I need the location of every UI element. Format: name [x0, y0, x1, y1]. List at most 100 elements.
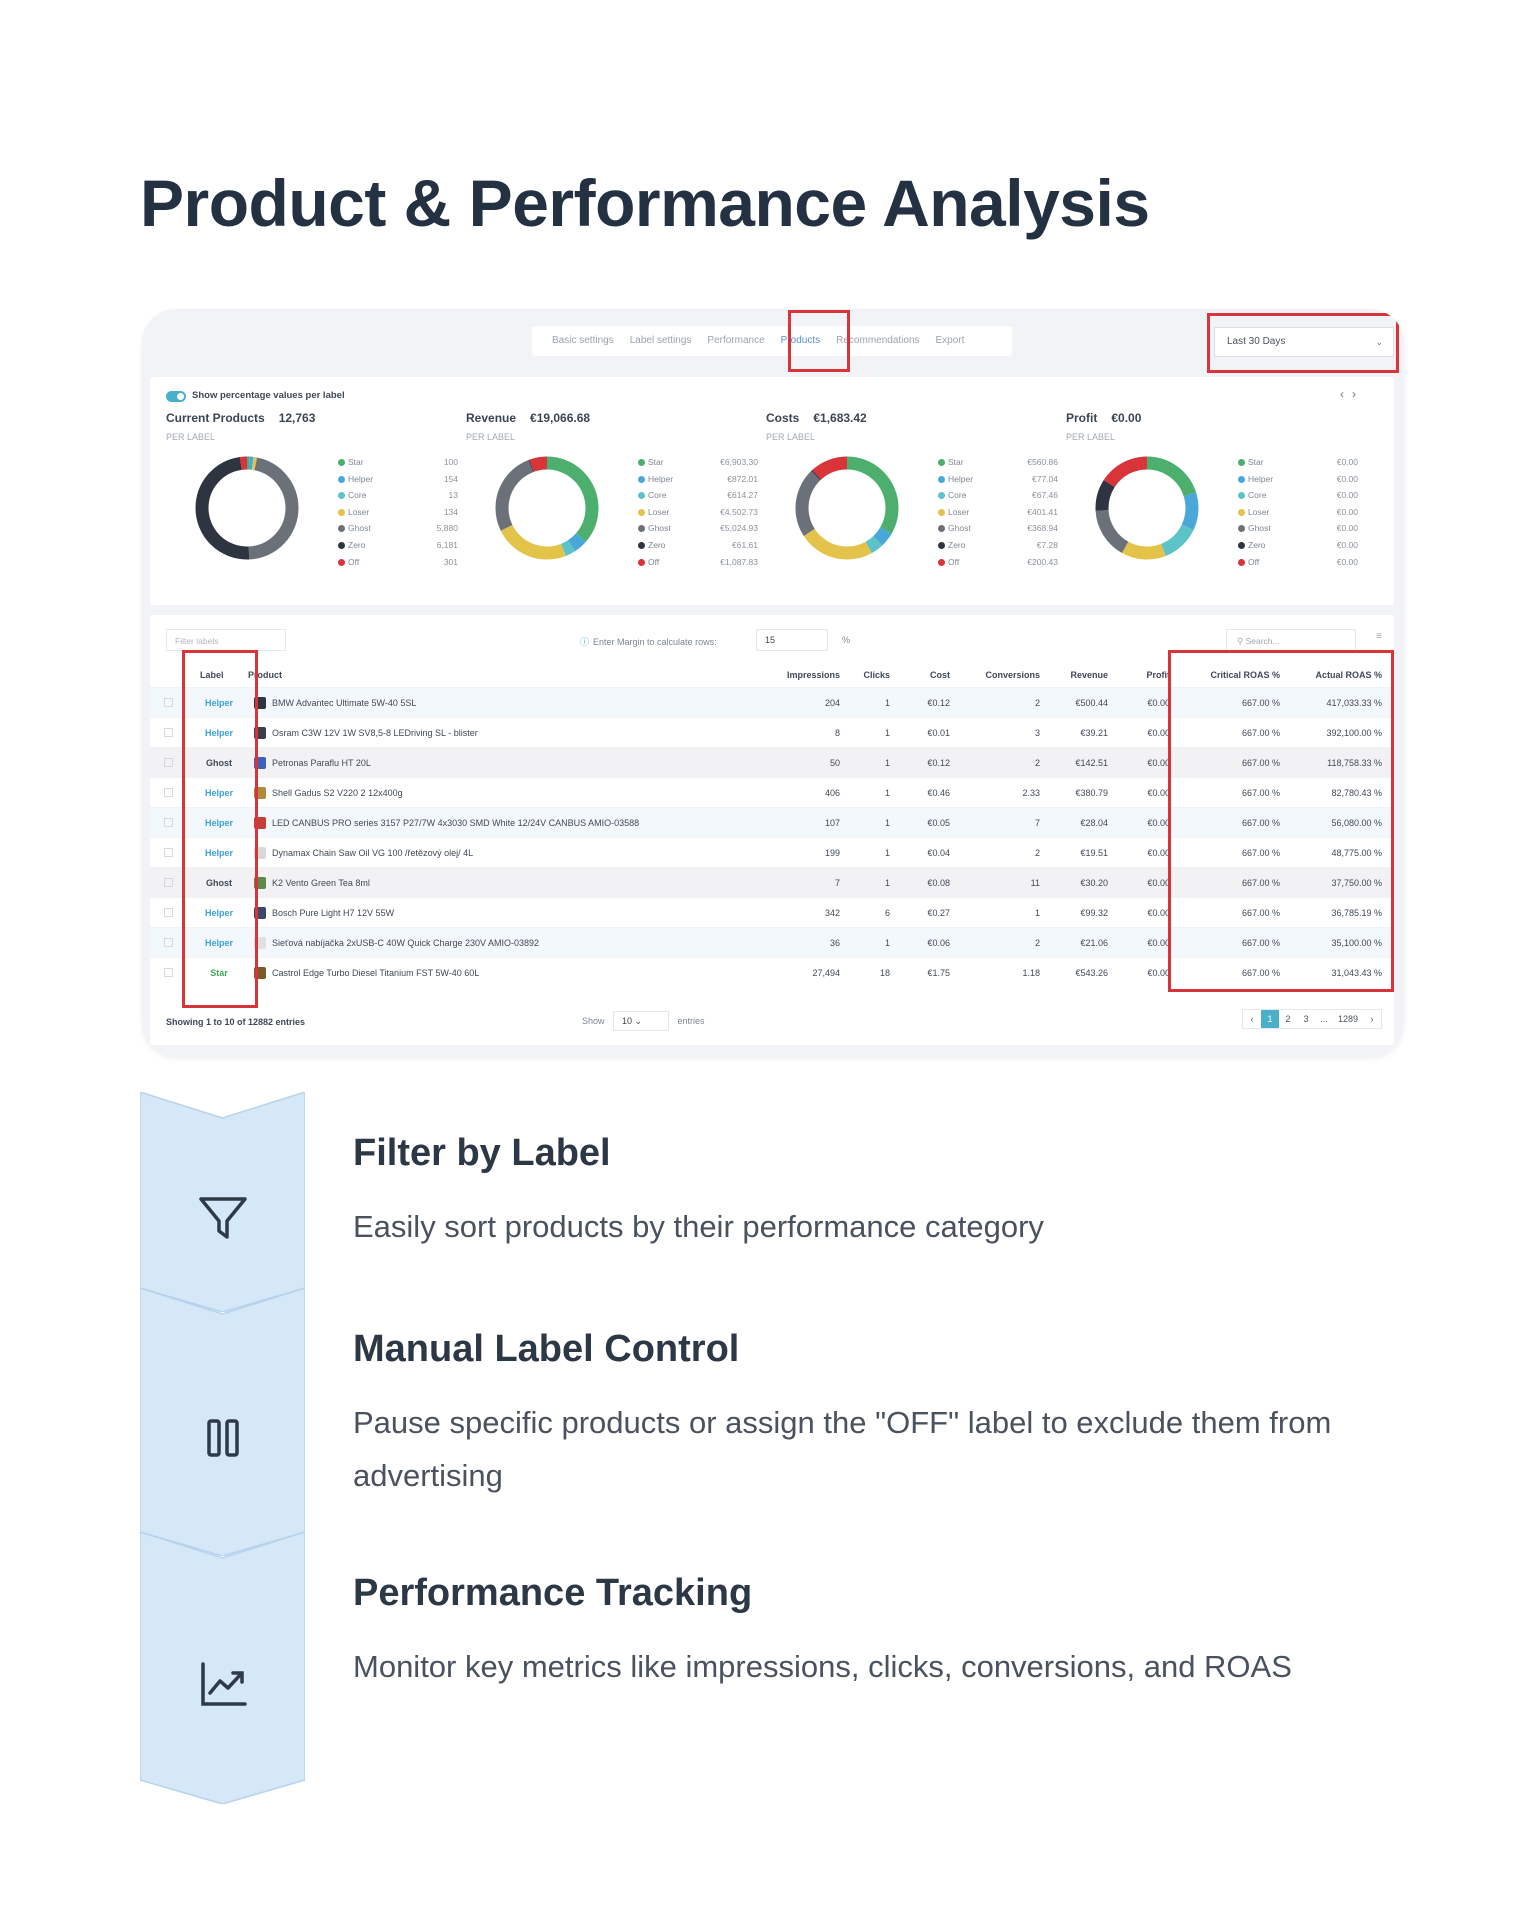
- legend-dot: [638, 558, 645, 566]
- tab-basic-settings[interactable]: Basic settings: [552, 335, 614, 346]
- col-impressions[interactable]: Impressions: [786, 670, 840, 680]
- margin-input[interactable]: 15: [756, 629, 828, 651]
- product-name[interactable]: Bosch Pure Light H7 12V 55W: [272, 908, 395, 918]
- row-label-badge[interactable]: Helper: [204, 788, 233, 798]
- donut-slice-zero: [1095, 456, 1199, 560]
- donut-legend: Star €6,903.30 Helper €872.01 Core €614.27 Los…: [638, 457, 758, 573]
- tab-export[interactable]: Export: [935, 335, 965, 346]
- row-checkbox[interactable]: [164, 938, 173, 947]
- legend-item: Star €560.86: [938, 457, 1058, 474]
- date-range-select[interactable]: Last 30 Days ⌄: [1214, 327, 1394, 357]
- col-clicks[interactable]: Clicks: [863, 670, 890, 680]
- cell-critical-roas: 667.00 %: [1241, 908, 1280, 918]
- product-name[interactable]: LED CANBUS PRO series 3157 P27/7W 4x3030…: [272, 818, 640, 828]
- filter-labels-input[interactable]: Filter labels: [166, 629, 286, 651]
- col-critical-roas[interactable]: Critical ROAS %: [1210, 670, 1280, 680]
- stat-value: €19,066.68: [530, 411, 591, 425]
- legend-item: Star €0.00: [1238, 457, 1358, 474]
- columns-menu-icon[interactable]: ≡: [1376, 631, 1382, 642]
- donut-legend: Star 100 Helper 154 Core 13 Loser 134 Ghost 5,880…: [338, 457, 458, 573]
- stat-block: Profit €0.00 PER LABEL: [1066, 411, 1366, 442]
- col-conversions[interactable]: Conversions: [985, 670, 1040, 680]
- row-checkbox[interactable]: [164, 818, 173, 827]
- table-row[interactable]: Ghost Petronas Paraflu HT 20L 50 1 €0.12…: [150, 747, 1394, 777]
- product-name[interactable]: K2 Vento Green Tea 8ml: [272, 878, 370, 888]
- row-label-badge[interactable]: Helper: [204, 848, 233, 858]
- col-revenue[interactable]: Revenue: [1070, 670, 1108, 680]
- row-checkbox[interactable]: [164, 968, 173, 977]
- col-label[interactable]: Label: [200, 670, 224, 680]
- feature-title: Filter by Label: [353, 1132, 611, 1174]
- row-label-badge[interactable]: Helper: [204, 908, 233, 918]
- product-name[interactable]: Sieťová nabíjačka 2xUSB-C 40W Quick Char…: [272, 938, 540, 948]
- legend-item: Loser €401.41: [938, 507, 1058, 524]
- page-link[interactable]: 1: [1261, 1010, 1279, 1028]
- table-row[interactable]: Helper BMW Advantec Ultimate 5W-40 5SL 2…: [150, 687, 1394, 717]
- row-checkbox[interactable]: [164, 848, 173, 857]
- table-row[interactable]: Star Castrol Edge Turbo Diesel Titanium …: [150, 957, 1394, 987]
- page-link[interactable]: 1289: [1338, 1014, 1359, 1024]
- row-checkbox[interactable]: [164, 758, 173, 767]
- row-label-badge[interactable]: Helper: [204, 938, 233, 948]
- product-name[interactable]: Shell Gadus S2 V220 2 12x400g: [272, 788, 403, 798]
- page-link[interactable]: ‹: [1250, 1014, 1254, 1024]
- product-name[interactable]: Petronas Paraflu HT 20L: [272, 758, 371, 768]
- nav-arrows[interactable]: ‹›: [1340, 387, 1364, 401]
- percentage-toggle[interactable]: [166, 391, 186, 402]
- row-label-badge[interactable]: Ghost: [206, 758, 232, 768]
- page-link[interactable]: ...: [1320, 1014, 1328, 1024]
- table-row[interactable]: Helper Osram C3W 12V 1W SV8,5-8 LEDrivin…: [150, 717, 1394, 747]
- stat-value: 12,763: [278, 411, 316, 425]
- chevron-shape: [140, 1092, 305, 1312]
- legend-dot: [938, 459, 945, 466]
- cell-cost: €0.05: [927, 818, 950, 828]
- legend-item: Off €1,087.83: [638, 557, 758, 574]
- cell-revenue: €500.44: [1075, 698, 1108, 708]
- tab-performance[interactable]: Performance: [707, 335, 765, 346]
- legend-dot: [1238, 459, 1245, 466]
- product-name[interactable]: BMW Advantec Ultimate 5W-40 5SL: [272, 698, 417, 708]
- legend-item: Star 100: [338, 457, 458, 474]
- tab-products[interactable]: Products: [780, 335, 821, 346]
- row-checkbox[interactable]: [164, 728, 173, 737]
- row-label-badge[interactable]: Star: [210, 968, 228, 978]
- cell-cost: €0.46: [927, 788, 950, 798]
- table-row[interactable]: Helper Shell Gadus S2 V220 2 12x400g 406…: [150, 777, 1394, 807]
- legend-item: Off €200.43: [938, 557, 1058, 574]
- page-link[interactable]: 2: [1285, 1014, 1291, 1024]
- row-label-badge[interactable]: Helper: [204, 818, 233, 828]
- cell-revenue: €142.51: [1075, 758, 1108, 768]
- row-label-badge[interactable]: Ghost: [206, 878, 232, 888]
- legend-item: Core €0.00: [1238, 490, 1358, 507]
- row-checkbox[interactable]: [164, 878, 173, 887]
- page-size-select[interactable]: 10 ⌄: [613, 1011, 670, 1031]
- row-checkbox[interactable]: [164, 788, 173, 797]
- product-name[interactable]: Dynamax Chain Saw Oil VG 100 /řetězový o…: [272, 848, 474, 858]
- page-link[interactable]: ›: [1370, 1014, 1374, 1024]
- tab-recommendations[interactable]: Recommendations: [836, 335, 920, 346]
- col-actual-roas[interactable]: Actual ROAS %: [1315, 670, 1382, 680]
- product-name[interactable]: Osram C3W 12V 1W SV8,5-8 LEDriving SL - …: [272, 728, 478, 738]
- col-cost[interactable]: Cost: [930, 670, 950, 680]
- search-input[interactable]: ⚲ Search...: [1226, 629, 1356, 651]
- row-checkbox[interactable]: [164, 698, 173, 707]
- table-row[interactable]: Helper Sieťová nabíjačka 2xUSB-C 40W Qui…: [150, 927, 1394, 957]
- col-profit[interactable]: Profit: [1146, 670, 1171, 680]
- donut-slice-off: [1095, 456, 1199, 560]
- page-link[interactable]: 3: [1303, 1014, 1309, 1024]
- cell-critical-roas: 667.00 %: [1241, 968, 1280, 978]
- donut-slice-loser: [1095, 456, 1199, 560]
- stat-title: Costs: [766, 411, 800, 425]
- row-label-badge[interactable]: Helper: [204, 728, 233, 738]
- table-row[interactable]: Helper LED CANBUS PRO series 3157 P27/7W…: [150, 807, 1394, 837]
- legend-dot: [338, 492, 345, 500]
- product-name[interactable]: Castrol Edge Turbo Diesel Titanium FST 5…: [272, 968, 480, 978]
- margin-unit: %: [842, 635, 851, 645]
- tab-label-settings[interactable]: Label settings: [629, 335, 692, 346]
- col-product[interactable]: Product: [248, 670, 283, 680]
- row-checkbox[interactable]: [164, 908, 173, 917]
- cell-conversions: 11: [1030, 878, 1040, 888]
- table-row[interactable]: Helper Bosch Pure Light H7 12V 55W 342 6…: [150, 897, 1394, 927]
- table-row[interactable]: Ghost K2 Vento Green Tea 8ml 7 1 €0.08 1…: [150, 867, 1394, 897]
- row-label-badge[interactable]: Helper: [204, 698, 233, 708]
